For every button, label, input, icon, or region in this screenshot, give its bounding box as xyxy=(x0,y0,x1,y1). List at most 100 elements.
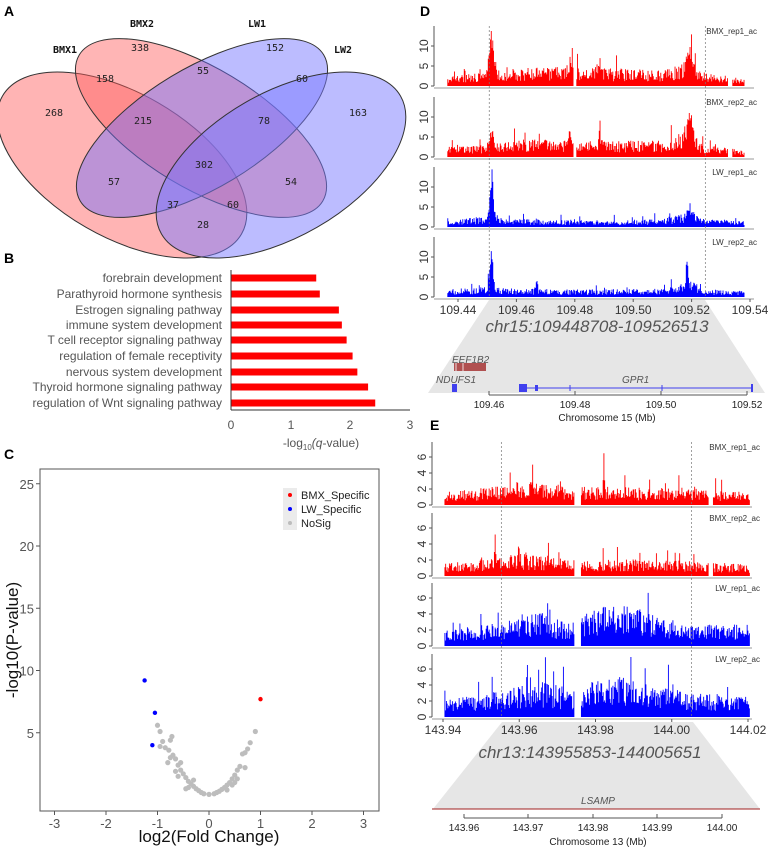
gene-ndufs1 xyxy=(452,384,457,392)
track-label: BMX_rep2_ac xyxy=(709,514,760,523)
b-category-label: regulation of Wnt signaling pathway xyxy=(33,396,222,410)
b-category-label: T cell receptor signaling pathway xyxy=(47,333,222,347)
c-point-nosig xyxy=(224,787,230,793)
xtick: 144.02 xyxy=(730,723,767,737)
c-point-nosig xyxy=(157,728,163,735)
b-category-label: nervous system development xyxy=(66,365,223,379)
c-point-nosig xyxy=(165,760,171,766)
b-bar xyxy=(231,383,369,391)
xtick: 109.54 xyxy=(732,303,769,317)
c-point-nosig xyxy=(167,737,173,743)
b-bar xyxy=(231,306,339,314)
xtick: 143.94 xyxy=(425,723,462,737)
track-ytick: 0 xyxy=(417,293,431,300)
c-xtick: 3 xyxy=(360,816,367,831)
b-category-label: Thyroid hormone signaling pathway xyxy=(33,380,222,394)
c-point-nosig xyxy=(234,776,240,782)
zoom-xtick: 144.00 xyxy=(707,823,738,834)
xtick: 143.98 xyxy=(577,723,614,737)
venn-set-lw2 xyxy=(155,71,407,259)
c-point-nosig xyxy=(175,773,181,779)
track-ytick: 0 xyxy=(417,153,431,160)
zoom-xtick: 109.50 xyxy=(646,400,677,411)
c-point-nosig xyxy=(167,755,173,761)
track-label: LW_rep1_ac xyxy=(712,168,757,177)
panel-label-d: D xyxy=(420,3,430,19)
c-point-nosig xyxy=(190,777,197,783)
zoom-xtick: 109.52 xyxy=(732,400,763,411)
c-point-nosig xyxy=(172,756,179,762)
track-signal xyxy=(447,31,745,86)
track-ytick: 2 xyxy=(415,556,429,563)
c-point-bmx_specific xyxy=(258,696,263,702)
c-point-nosig xyxy=(242,750,248,756)
c-xtick: -3 xyxy=(49,816,61,831)
genome-track-panel-e: E 0 2 4 6 BMX_rep1_ac 0 2 4 6 BMX_rep2_ac 0 2 4 6 LW_r… xyxy=(415,417,767,848)
zoom-xtick: 143.97 xyxy=(513,823,544,834)
xtick: 109.48 xyxy=(556,303,593,317)
track-ytick: 0 xyxy=(415,642,429,649)
c-xtick: -1 xyxy=(152,816,164,831)
track-signal xyxy=(447,251,745,297)
track-ytick: 0 xyxy=(415,501,429,508)
xtick: 143.96 xyxy=(501,723,538,737)
track-label: BMX_rep1_ac xyxy=(709,443,760,452)
b-category-label: immune system development xyxy=(66,318,223,332)
c-xtick: 2 xyxy=(308,816,315,831)
c-point-nosig xyxy=(242,765,248,771)
b-xtick: 2 xyxy=(347,418,354,432)
b-bar xyxy=(231,274,317,282)
xtick: 109.44 xyxy=(440,303,477,317)
c-point-lw_specific xyxy=(150,743,155,748)
legend-nosig-dot xyxy=(288,521,292,525)
track-ytick: 2 xyxy=(415,697,429,704)
b-category-label: regulation of female receptivity xyxy=(59,349,222,363)
venn-count: 152 xyxy=(266,43,284,54)
b-xtick: 1 xyxy=(288,418,295,432)
c-x-axis-label: log2(Fold Change) xyxy=(139,827,280,846)
track-label: BMX_rep2_ac xyxy=(706,98,757,107)
c-plot-area xyxy=(39,468,380,812)
c-point-nosig xyxy=(160,738,166,745)
genome-track-panel-d: D 0 5 10 BMX_rep1_ac 0 5 10 BMX_rep2_ac 0 5 10 LW_r… xyxy=(417,3,769,424)
c-point-nosig xyxy=(206,791,212,797)
track-lw_rep1_ac: 0 2 4 6 LW_rep1_ac xyxy=(415,583,760,649)
c-point-nosig xyxy=(178,760,184,766)
track-bmx_rep2_ac: 0 5 10 BMX_rep2_ac xyxy=(417,97,757,160)
c-point-nosig xyxy=(172,768,179,774)
track-ytick: 4 xyxy=(415,681,429,688)
c-point-nosig xyxy=(229,776,235,782)
venn-count: 60 xyxy=(227,200,239,211)
track-ytick: 5 xyxy=(417,133,431,140)
track-ytick: 6 xyxy=(415,453,429,460)
venn-count: 54 xyxy=(285,177,297,188)
venn-count: 37 xyxy=(167,200,179,211)
c-point-nosig xyxy=(157,743,163,750)
e-region-label: chr13:143955853-144005651 xyxy=(478,743,701,762)
track-ytick: 2 xyxy=(415,626,429,633)
c-point-nosig xyxy=(237,763,243,769)
c-ytick: 10 xyxy=(20,664,34,679)
venn-count: 163 xyxy=(349,108,367,119)
track-ytick: 5 xyxy=(417,273,431,280)
track-ytick: 0 xyxy=(415,713,429,720)
track-ytick: 10 xyxy=(417,250,431,264)
b-category-label: Parathyroid hormone synthesis xyxy=(57,287,222,301)
track-signal xyxy=(444,453,750,505)
c-xtick: 1 xyxy=(257,816,264,831)
zoom-xtick: 143.98 xyxy=(578,823,609,834)
c-point-nosig xyxy=(229,782,235,788)
panel-label-b: B xyxy=(4,250,14,266)
c-point-nosig xyxy=(232,772,238,778)
c-ytick: 25 xyxy=(20,477,34,492)
venn-count: 158 xyxy=(96,74,114,85)
track-ytick: 6 xyxy=(415,594,429,601)
c-point-nosig xyxy=(247,740,253,746)
d-zoom-trapezoid xyxy=(428,300,765,393)
gene-label-ndufs1: NDUFS1 xyxy=(436,375,476,386)
panel-label-a: A xyxy=(4,3,14,19)
b-category-label: Estrogen signaling pathway xyxy=(75,303,222,317)
venn-count: 268 xyxy=(45,108,63,119)
legend-lw: LW_Specific xyxy=(301,504,362,516)
